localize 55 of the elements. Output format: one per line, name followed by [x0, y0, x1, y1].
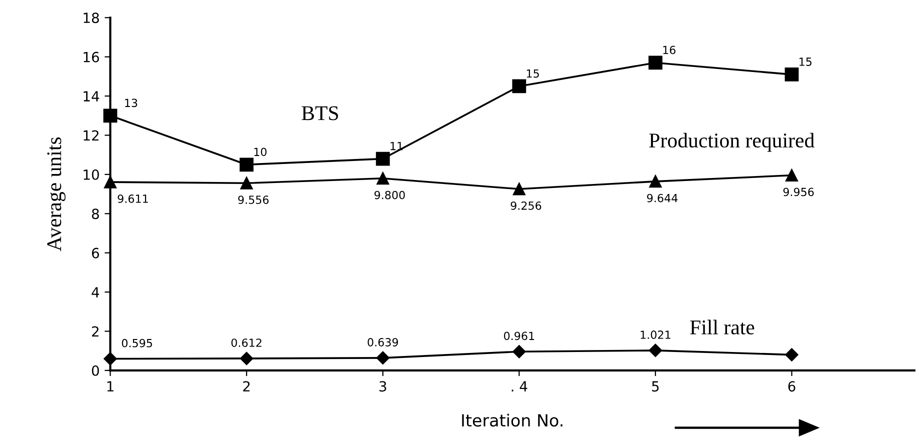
data-label: 9.644: [647, 194, 678, 202]
point: [103, 108, 118, 123]
point: [512, 182, 526, 196]
y-tick-label: 4: [92, 287, 100, 298]
data-label: 0.595: [122, 338, 152, 348]
series-label: Production required: [649, 132, 814, 152]
x-axis-title: Iteration No.: [462, 414, 562, 427]
x-tick-label: 5: [652, 381, 659, 392]
series-label: BTS: [302, 106, 338, 120]
y-tick-label: 2: [92, 326, 98, 337]
data-label: 13: [125, 98, 138, 108]
data-label: 0.612: [231, 338, 262, 347]
point: [649, 175, 662, 188]
data-label: 9.800: [374, 190, 405, 200]
point: [240, 158, 254, 172]
point: [784, 68, 799, 82]
y-tick-label: 6: [92, 248, 99, 258]
data-label: 9.956: [783, 188, 814, 196]
y-tick-label: 12: [84, 130, 98, 141]
point: [376, 351, 390, 365]
point: [104, 352, 117, 366]
y-tick-label: 18: [84, 12, 99, 24]
point: [240, 176, 253, 190]
data-label: 15: [800, 58, 812, 66]
x-tick-label: 2: [243, 381, 250, 392]
data-label: 0.961: [504, 332, 534, 340]
y-tick-label: 8: [92, 208, 99, 220]
series-label: Fill rate: [690, 320, 754, 334]
point: [512, 79, 526, 94]
data-label: 9.256: [510, 201, 542, 210]
y-tick-label: 10: [84, 169, 99, 180]
point: [376, 152, 390, 166]
y-tick-label: 0: [92, 365, 99, 376]
y-tick-label: 14: [84, 91, 100, 102]
y-tick-label: 16: [84, 52, 99, 62]
point: [240, 352, 254, 366]
x-tick-label: 6: [788, 381, 796, 392]
data-label: 0.639: [368, 338, 398, 346]
point: [376, 172, 390, 185]
data-label: 9.611: [118, 194, 148, 203]
x-tick-label: 1: [107, 381, 114, 392]
point: [648, 56, 662, 70]
x-tick-label: . 4: [512, 381, 528, 392]
data-label: 15: [526, 69, 539, 78]
point: [648, 344, 662, 358]
x-tick-label: 3: [380, 381, 386, 392]
point: [512, 345, 526, 358]
y-axis-title: Average units: [47, 137, 66, 252]
data-label: 9.556: [238, 196, 269, 204]
point: [785, 348, 798, 362]
data-label: 16: [663, 46, 676, 54]
point: [104, 176, 117, 188]
data-label: 10: [254, 148, 267, 156]
data-label: 1.021: [640, 330, 670, 339]
point: [785, 169, 798, 182]
